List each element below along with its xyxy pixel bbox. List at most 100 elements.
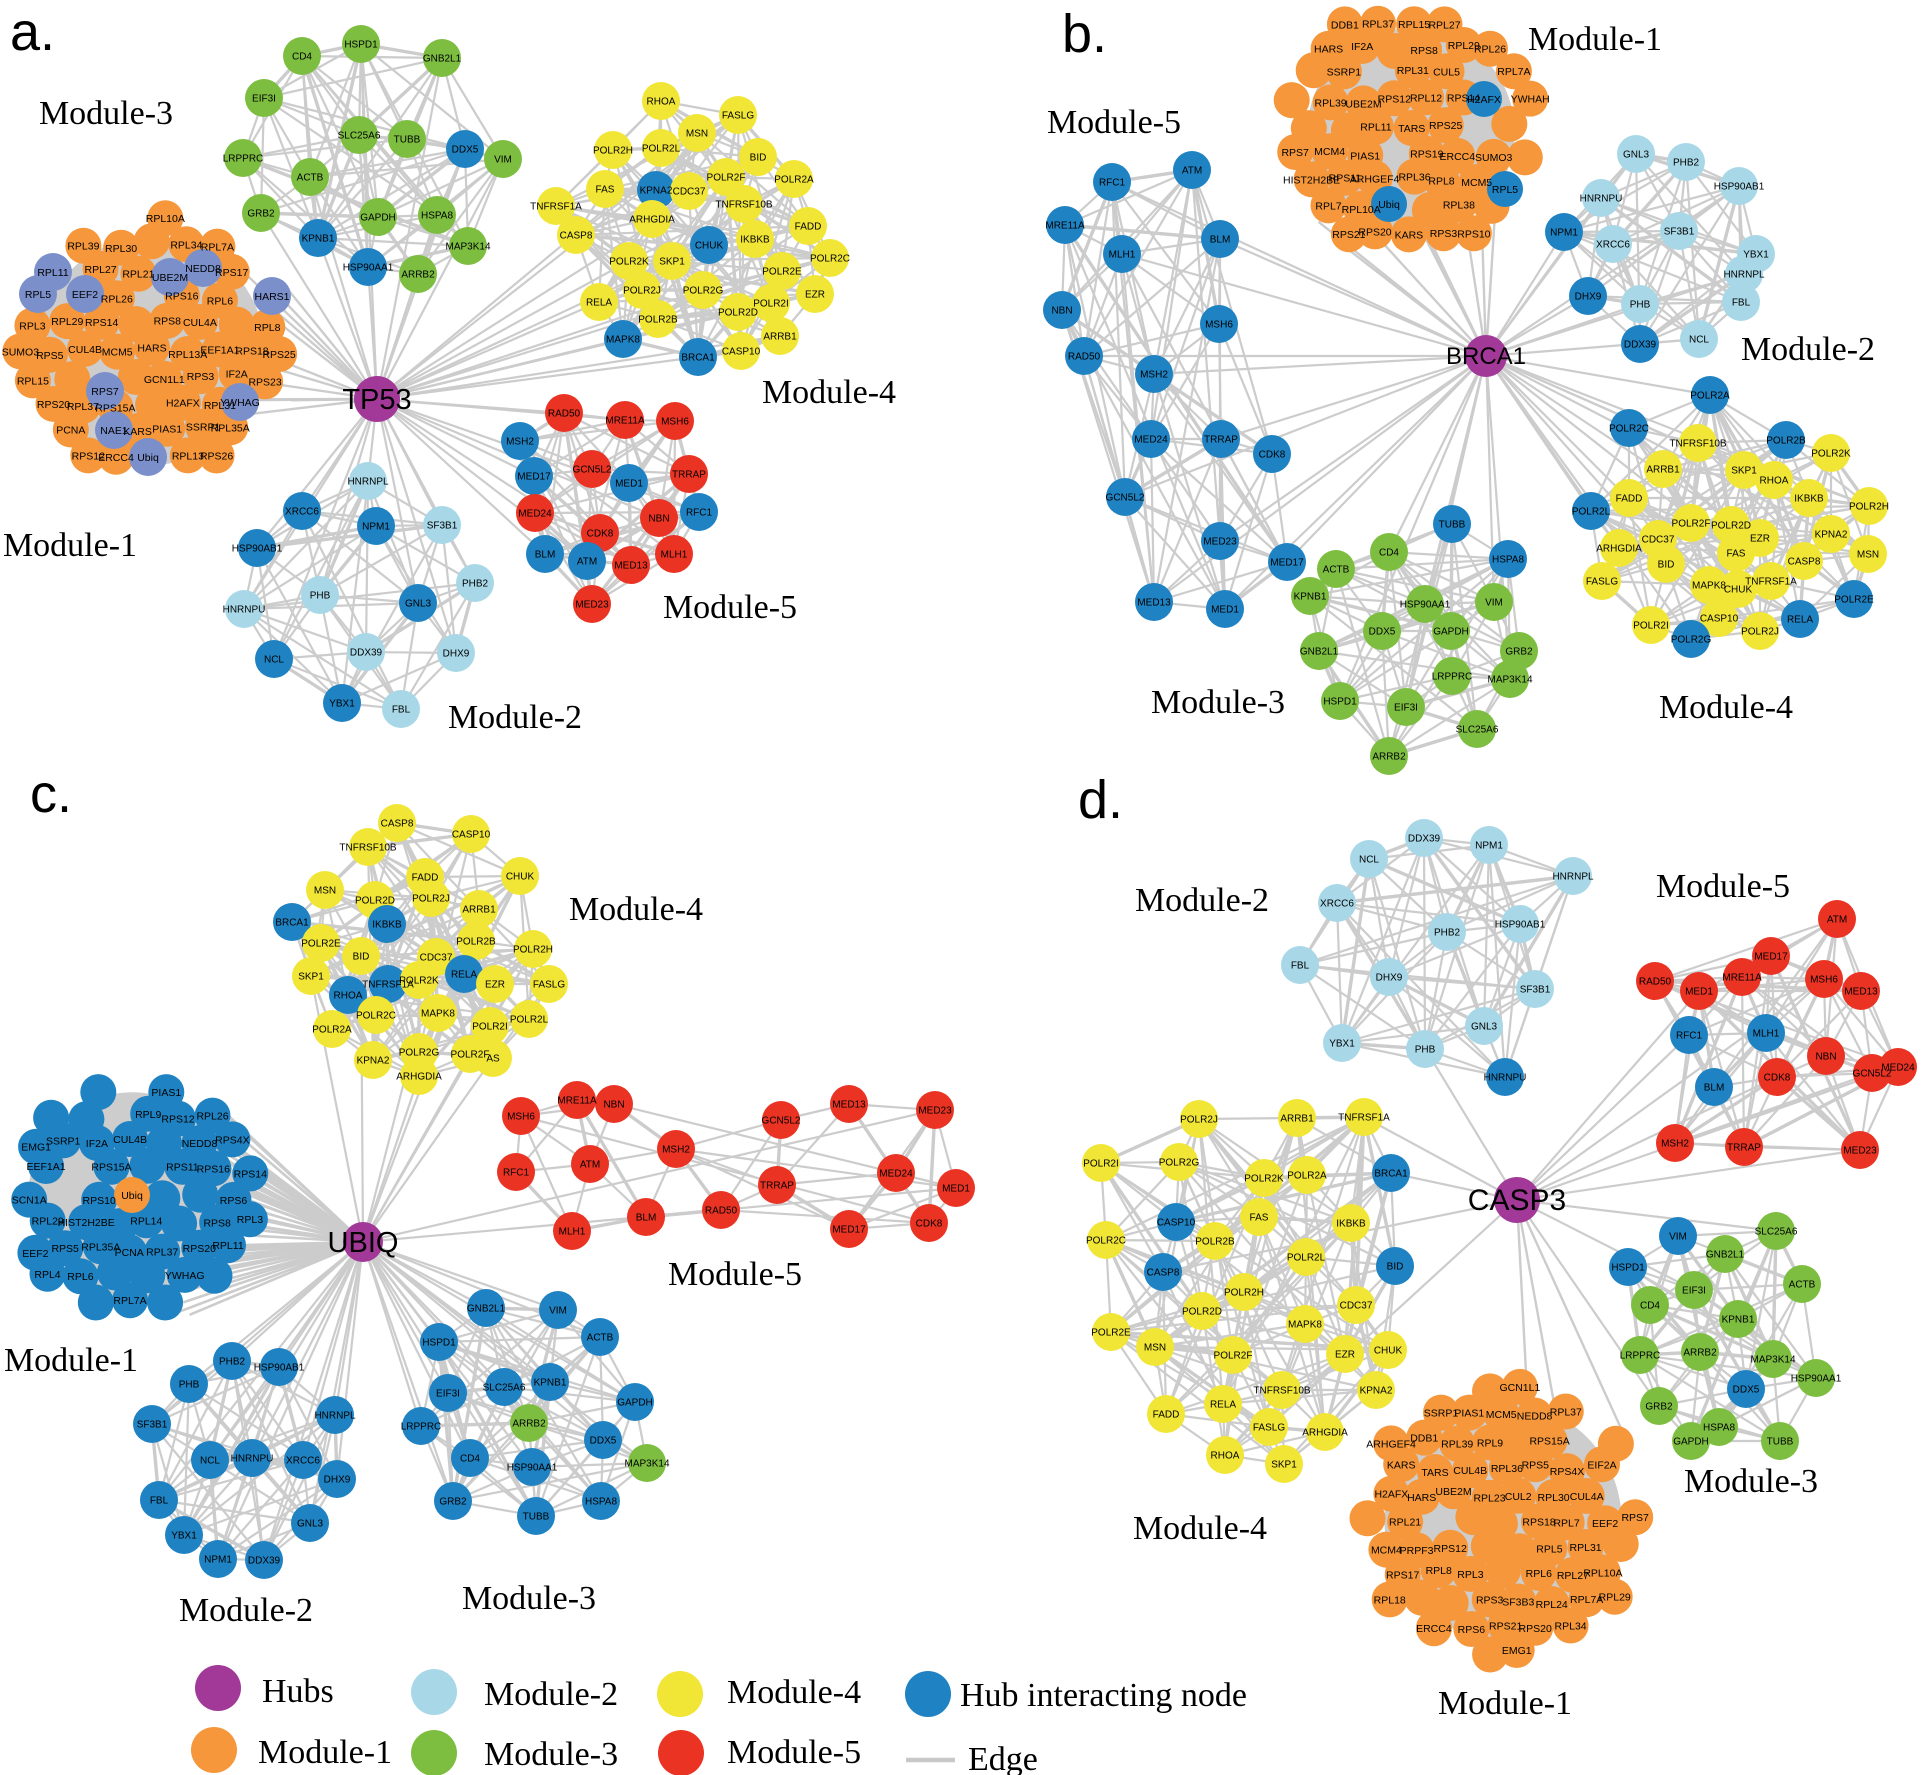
svg-text:SSRP1: SSRP1	[1424, 1408, 1459, 1420]
svg-text:POLR2G: POLR2G	[1159, 1158, 1200, 1169]
svg-text:RPL30: RPL30	[1538, 1492, 1570, 1504]
svg-text:MSH2: MSH2	[506, 437, 534, 448]
svg-text:RELA: RELA	[451, 970, 477, 981]
svg-text:RPL34: RPL34	[1555, 1621, 1587, 1633]
svg-text:POLR2D: POLR2D	[1711, 521, 1751, 532]
svg-text:POLR2E: POLR2E	[1091, 1328, 1131, 1339]
svg-text:DDX5: DDX5	[1369, 627, 1396, 638]
svg-text:FBL: FBL	[150, 1496, 169, 1507]
svg-text:POLR2C: POLR2C	[1609, 424, 1649, 435]
svg-text:RPL13A: RPL13A	[168, 349, 207, 361]
svg-text:POLR2D: POLR2D	[355, 896, 395, 907]
svg-text:NBN: NBN	[603, 1100, 624, 1111]
svg-text:POLR2C: POLR2C	[810, 254, 850, 265]
svg-text:YBX1: YBX1	[329, 699, 355, 710]
svg-text:ARHGDIA: ARHGDIA	[629, 215, 675, 226]
svg-text:CASP8: CASP8	[1147, 1268, 1180, 1279]
svg-text:PHB: PHB	[1630, 300, 1651, 311]
svg-text:POLR2A: POLR2A	[774, 175, 814, 186]
svg-text:RPL27: RPL27	[1428, 19, 1460, 31]
svg-text:MLH1: MLH1	[661, 550, 688, 561]
svg-text:RPL8: RPL8	[254, 322, 280, 334]
svg-text:RPL5: RPL5	[1492, 184, 1518, 196]
svg-text:PHB: PHB	[179, 1380, 200, 1391]
svg-text:MAP3K14: MAP3K14	[445, 242, 490, 253]
svg-text:DDX5: DDX5	[1733, 1385, 1760, 1396]
svg-text:POLR2K: POLR2K	[399, 976, 439, 987]
svg-text:POLR2I: POLR2I	[1633, 621, 1669, 632]
svg-text:RPL37: RPL37	[146, 1247, 178, 1259]
svg-text:NBN: NBN	[1815, 1052, 1836, 1063]
svg-text:MED13: MED13	[614, 561, 648, 572]
svg-text:HNRNPL: HNRNPL	[314, 1411, 356, 1422]
svg-text:BID: BID	[353, 952, 370, 963]
svg-text:MRE11A: MRE11A	[557, 1096, 597, 1107]
svg-text:KARS: KARS	[1387, 1459, 1416, 1471]
svg-text:MLH1: MLH1	[1109, 250, 1136, 261]
svg-text:MCM4: MCM4	[1371, 1545, 1402, 1557]
svg-text:RPL23: RPL23	[1473, 1493, 1505, 1505]
svg-text:RPS7: RPS7	[1621, 1512, 1649, 1524]
svg-text:SF3B1: SF3B1	[427, 521, 458, 532]
svg-text:HSPA8: HSPA8	[585, 1497, 617, 1508]
svg-text:NCL: NCL	[1359, 855, 1379, 866]
svg-text:EEF1A1: EEF1A1	[200, 345, 239, 357]
svg-text:POLR2E: POLR2E	[762, 267, 802, 278]
svg-text:Module-2: Module-2	[448, 699, 582, 736]
svg-text:Module-5: Module-5	[663, 589, 797, 626]
svg-text:MED13: MED13	[832, 1100, 866, 1111]
svg-text:Module-1: Module-1	[4, 1342, 138, 1379]
svg-text:GNB2L1: GNB2L1	[467, 1304, 506, 1315]
svg-text:CASP8: CASP8	[1788, 557, 1821, 568]
svg-text:RPL7A: RPL7A	[1497, 66, 1530, 78]
svg-text:Module-3: Module-3	[484, 1736, 618, 1773]
svg-text:RPS3: RPS3	[187, 371, 215, 383]
svg-text:b.: b.	[1062, 4, 1107, 64]
svg-text:KPNA2: KPNA2	[640, 186, 673, 197]
svg-text:RPL37: RPL37	[1362, 19, 1394, 31]
svg-text:Module-4: Module-4	[1659, 689, 1793, 726]
svg-text:HARS: HARS	[1407, 1492, 1436, 1504]
svg-text:PHB: PHB	[310, 591, 331, 602]
svg-text:HSP90AB1: HSP90AB1	[1495, 920, 1546, 931]
svg-text:RHOA: RHOA	[334, 991, 363, 1002]
svg-text:NEDD8: NEDD8	[1517, 1411, 1553, 1423]
svg-text:KARS: KARS	[1395, 229, 1424, 241]
svg-text:XRCC6: XRCC6	[1596, 240, 1630, 251]
svg-text:GRB2: GRB2	[439, 1497, 467, 1508]
svg-text:HNRNPU: HNRNPU	[1580, 194, 1623, 205]
svg-text:RPS19: RPS19	[1410, 149, 1443, 161]
svg-text:RPL38: RPL38	[1443, 199, 1475, 211]
svg-text:MED24: MED24	[879, 1169, 913, 1180]
svg-text:HSPD1: HSPD1	[1323, 697, 1357, 708]
svg-text:DDX5: DDX5	[452, 145, 479, 156]
svg-text:BLM: BLM	[535, 550, 556, 561]
svg-text:SSRP1: SSRP1	[46, 1135, 81, 1147]
svg-text:GNL3: GNL3	[1623, 150, 1650, 161]
svg-text:RPS11: RPS11	[166, 1162, 199, 1174]
svg-text:TARS: TARS	[1398, 123, 1425, 135]
svg-text:RPS21: RPS21	[1489, 1620, 1522, 1632]
svg-text:GNL3: GNL3	[1471, 1022, 1498, 1033]
svg-text:MED1: MED1	[1211, 605, 1239, 616]
svg-text:IKBKB: IKBKB	[1336, 1219, 1366, 1230]
svg-text:POLR2F: POLR2F	[707, 173, 746, 184]
svg-text:RPL8: RPL8	[1426, 1565, 1452, 1577]
svg-text:NPM1: NPM1	[1550, 228, 1578, 239]
svg-text:RPS20: RPS20	[37, 399, 70, 411]
svg-text:HNRNPL: HNRNPL	[1723, 270, 1765, 281]
svg-text:MAPK8: MAPK8	[1288, 1320, 1322, 1331]
svg-text:SF3B1: SF3B1	[1520, 985, 1551, 996]
svg-text:BLM: BLM	[636, 1213, 657, 1224]
svg-text:RPL29: RPL29	[1599, 1592, 1631, 1604]
svg-text:CDC37: CDC37	[1340, 1301, 1373, 1312]
svg-text:HSP90AA1: HSP90AA1	[1791, 1374, 1842, 1385]
svg-text:RPL14: RPL14	[130, 1215, 162, 1227]
svg-text:RPS14: RPS14	[1447, 93, 1480, 105]
svg-text:MAP3K14: MAP3K14	[624, 1459, 669, 1470]
svg-text:Module-2: Module-2	[1135, 882, 1269, 919]
svg-text:MCM5: MCM5	[1461, 177, 1492, 189]
svg-text:MSH2: MSH2	[1661, 1139, 1689, 1150]
svg-text:Ubiq: Ubiq	[137, 452, 159, 464]
svg-text:MSH6: MSH6	[507, 1112, 535, 1123]
